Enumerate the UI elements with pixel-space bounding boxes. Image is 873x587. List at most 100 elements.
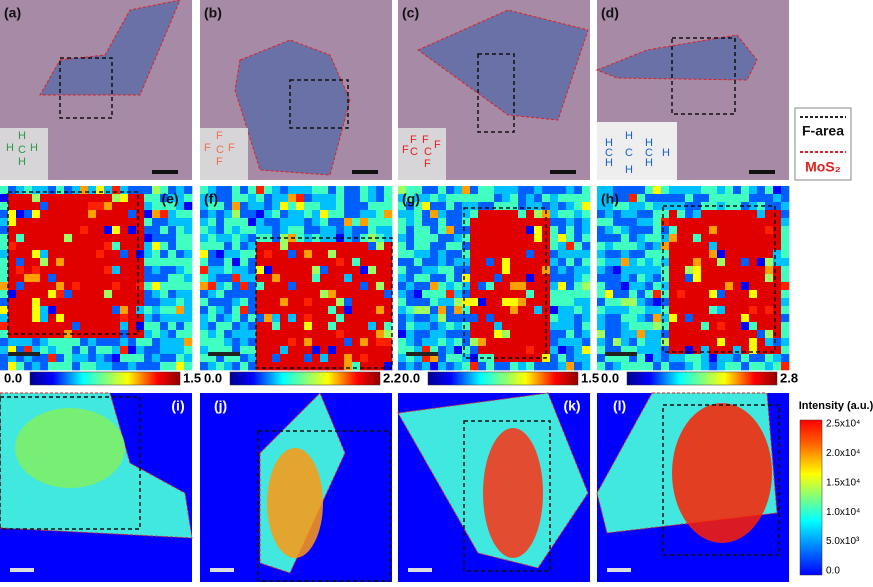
map-pixel <box>582 362 591 371</box>
map-pixel <box>376 306 385 315</box>
map-pixel <box>438 186 447 195</box>
panel-label: (e) <box>161 191 178 207</box>
map-pixel <box>422 274 431 283</box>
map-pixel <box>312 282 321 291</box>
map-pixel <box>645 346 654 355</box>
map-pixel <box>40 234 49 243</box>
map-pixel <box>717 330 726 339</box>
map-pixel <box>200 290 209 299</box>
map-pixel <box>773 330 782 339</box>
map-pixel <box>637 338 646 347</box>
map-pixel <box>384 362 393 371</box>
map-pixel <box>360 290 369 299</box>
map-pixel <box>661 362 670 371</box>
map-pixel <box>160 242 169 251</box>
map-pixel <box>430 338 439 347</box>
map-pixel <box>88 354 97 363</box>
map-pixel <box>454 242 463 251</box>
map-pixel <box>256 202 265 211</box>
map-pixel <box>112 250 121 259</box>
map-pixel <box>224 210 233 219</box>
map-pixel <box>478 282 487 291</box>
map-pixel <box>406 202 415 211</box>
panel-label: (k) <box>563 398 580 414</box>
atom-label: F <box>204 142 211 154</box>
map-pixel <box>256 346 265 355</box>
map-pixel <box>72 266 81 275</box>
map-pixel <box>328 338 337 347</box>
map-pixel <box>248 202 257 211</box>
map-pixel <box>240 362 249 371</box>
map-pixel <box>582 266 591 275</box>
map-pixel <box>653 226 662 235</box>
map-pixel <box>80 314 89 323</box>
map-pixel <box>430 282 439 291</box>
map-pixel <box>72 226 81 235</box>
map-pixel <box>248 290 257 299</box>
map-pixel <box>344 186 353 195</box>
map-pixel <box>352 346 361 355</box>
map-pixel <box>414 266 423 275</box>
map-pixel <box>693 234 702 243</box>
map-pixel <box>677 346 686 355</box>
map-pixel <box>128 282 137 291</box>
map-pixel <box>454 354 463 363</box>
map-pixel <box>558 242 567 251</box>
map-pixel <box>605 202 614 211</box>
map-pixel <box>152 202 161 211</box>
map-pixel <box>526 226 535 235</box>
map-pixel <box>8 266 17 275</box>
map-pixel <box>240 274 249 283</box>
map-pixel <box>582 186 591 195</box>
map-pixel <box>661 338 670 347</box>
map-pixel <box>88 282 97 291</box>
map-pixel <box>280 346 289 355</box>
map-pixel <box>160 322 169 331</box>
map-pixel <box>661 258 670 267</box>
map-pixel <box>224 274 233 283</box>
map-pixel <box>621 210 630 219</box>
map-pixel <box>224 354 233 363</box>
map-pixel <box>320 218 329 227</box>
map-pixel <box>88 202 97 211</box>
map-pixel <box>605 306 614 315</box>
map-pixel <box>184 266 193 275</box>
map-pixel <box>757 210 766 219</box>
map-pixel <box>352 274 361 283</box>
map-pixel <box>368 306 377 315</box>
map-pixel <box>685 266 694 275</box>
map-pixel <box>344 338 353 347</box>
map-pixel <box>0 234 9 243</box>
map-pixel <box>304 258 313 267</box>
map-pixel <box>613 274 622 283</box>
map-pixel <box>200 194 209 203</box>
map-pixel <box>320 322 329 331</box>
map-pixel <box>288 218 297 227</box>
map-pixel <box>288 210 297 219</box>
map-pixel <box>264 218 273 227</box>
map-pixel <box>438 210 447 219</box>
map-pixel <box>454 202 463 211</box>
map-pixel <box>312 266 321 275</box>
map-pixel <box>48 218 57 227</box>
map-pixel <box>288 354 297 363</box>
map-pixel <box>685 234 694 243</box>
map-pixel <box>80 218 89 227</box>
map-pixel <box>0 354 9 363</box>
map-pixel <box>264 194 273 203</box>
map-pixel <box>232 226 241 235</box>
map-pixel <box>685 218 694 227</box>
map-pixel <box>152 354 161 363</box>
map-pixel <box>304 218 313 227</box>
map-pixel <box>741 242 750 251</box>
map-pixel <box>240 226 249 235</box>
map-pixel <box>574 322 583 331</box>
map-pixel <box>168 346 177 355</box>
map-pixel <box>352 202 361 211</box>
map-pixel <box>478 242 487 251</box>
map-pixel <box>96 258 105 267</box>
map-pixel <box>256 194 265 203</box>
map-pixel <box>320 362 329 371</box>
map-pixel <box>24 266 33 275</box>
map-pixel <box>773 290 782 299</box>
